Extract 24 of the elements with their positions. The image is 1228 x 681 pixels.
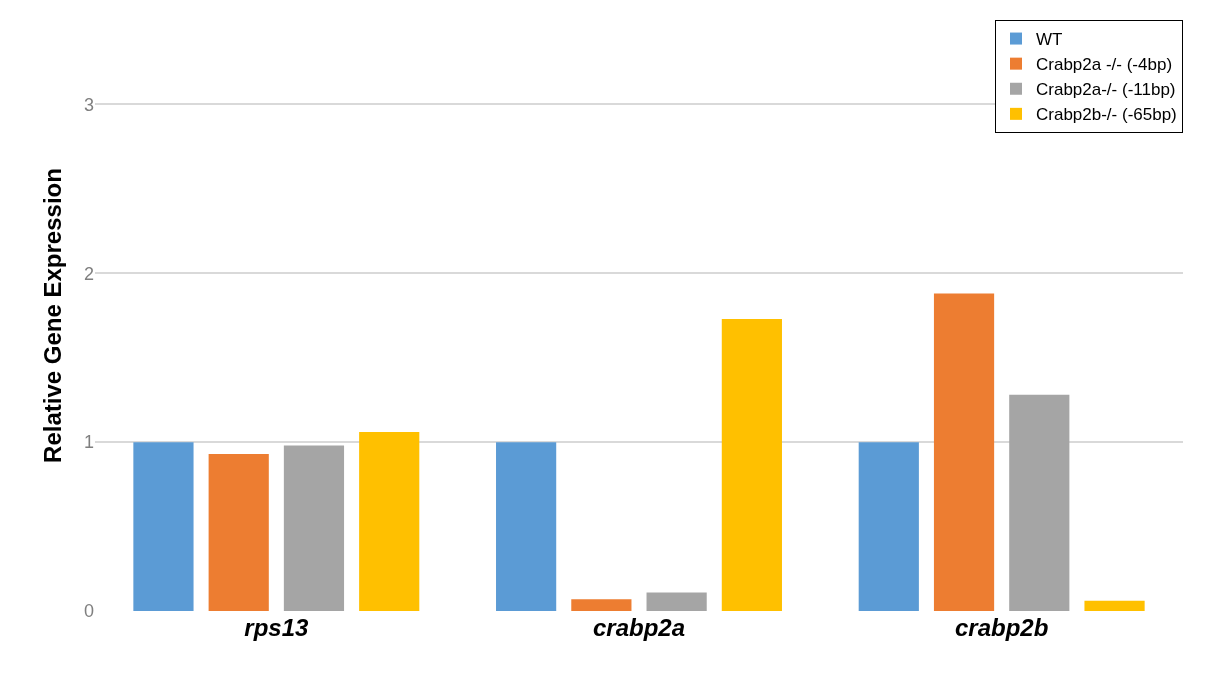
bar (359, 432, 420, 611)
bar (1009, 394, 1070, 611)
y-tick-label: 0 (83, 601, 94, 622)
bar (283, 445, 345, 611)
legend-label: Crabp2a-/- (-11bp) (1036, 80, 1176, 100)
y-tick-label: 2 (83, 263, 94, 284)
x-tick-label: crabp2a (592, 614, 686, 641)
legend-label: Crabp2a -/- (-4bp) (1036, 55, 1173, 75)
y-tick-label: 3 (83, 94, 94, 115)
y-axis-title: Relative Gene Expression (39, 168, 67, 463)
legend-label: Crabp2b-/- (-65bp) (1036, 105, 1177, 125)
bar (133, 442, 194, 611)
bar (858, 442, 919, 611)
y-tick-label: 1 (83, 432, 94, 453)
bar (571, 599, 632, 611)
bar (721, 318, 782, 611)
x-tick-label: crabp2b (954, 614, 1049, 641)
bar (646, 592, 707, 611)
bar (933, 293, 995, 611)
bar (208, 453, 269, 611)
x-tick-label: rps13 (244, 614, 309, 641)
legend-label: WT (1036, 30, 1063, 50)
bar (496, 442, 557, 611)
bar (1084, 600, 1145, 611)
